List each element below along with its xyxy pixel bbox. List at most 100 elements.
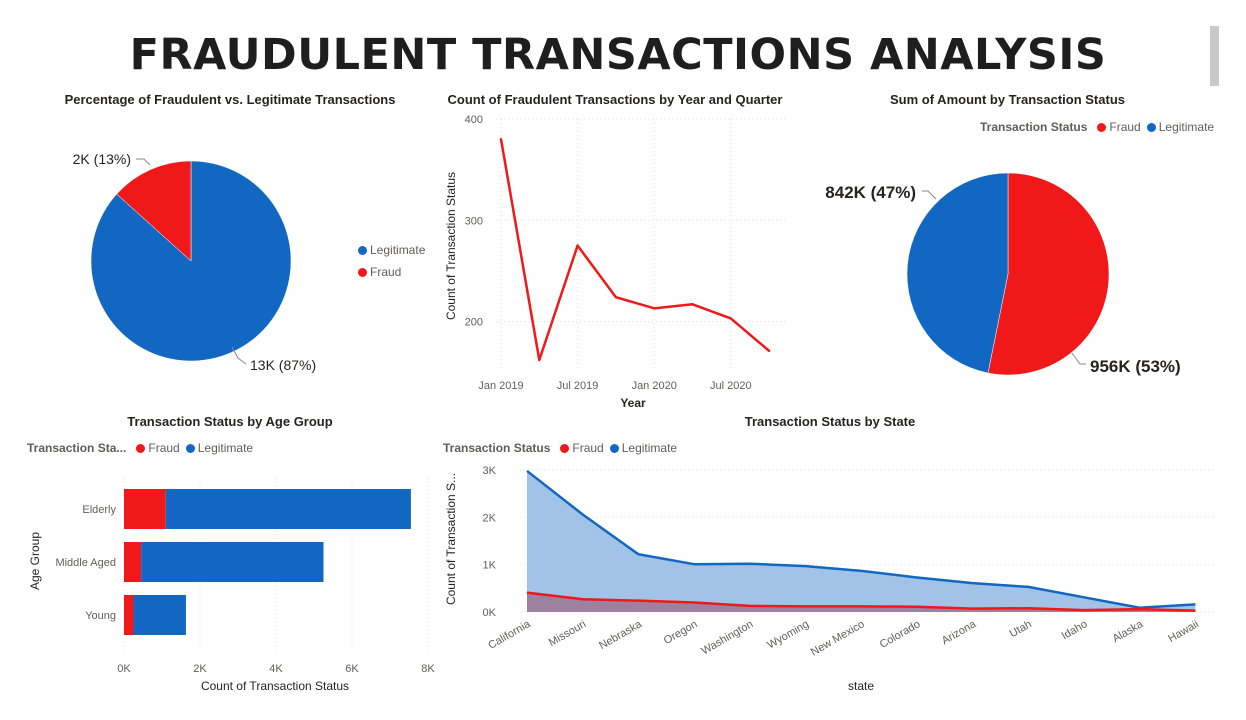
y-tick-label: 400	[465, 114, 483, 126]
bar-legitimate-middle-aged	[141, 542, 324, 582]
bar-fraud-middle-aged	[124, 542, 142, 582]
area-state-panel[interactable]: Transaction Status by State Transaction …	[440, 414, 1230, 714]
x-tick-label: Jul 2020	[710, 380, 752, 392]
legend-dot-legitimate	[185, 443, 195, 453]
legend-dot-legitimate	[609, 443, 619, 453]
pie-amount-legend[interactable]: Transaction Status Fraud Legitimate	[980, 120, 1214, 134]
pie-data-label-fraud: 956K (53%)	[1090, 357, 1181, 376]
pie-data-label-legitimate: 842K (47%)	[825, 183, 916, 202]
y-tick-label: 0K	[483, 607, 497, 619]
legend-label: Legitimate	[1158, 120, 1215, 134]
series-line-fraud	[526, 591, 1196, 612]
y-tick-label: Elderly	[82, 504, 116, 516]
y-tick-label: Middle Aged	[55, 557, 116, 569]
series-line-legitimate	[526, 469, 1196, 609]
x-tick-label: Colorado	[878, 618, 923, 651]
pie-fraud-percentage-title: Percentage of Fraudulent vs. Legitimate …	[64, 92, 396, 107]
legend-dot-fraud	[1097, 122, 1107, 132]
x-tick-label: Nebraska	[597, 618, 645, 652]
area-state-title: Transaction Status by State	[744, 414, 916, 429]
x-tick-label: Alaska	[1111, 618, 1146, 645]
legend-dot-fraud	[358, 267, 367, 277]
y-tick-label: 1K	[483, 560, 497, 572]
legend-label: Fraud	[1109, 120, 1141, 134]
x-axis-title: state	[848, 679, 874, 693]
pie-leader-line-legitimate	[231, 346, 247, 365]
legend-item-legitimate[interactable]: Legitimate	[184, 441, 253, 455]
legend-label: Fraud	[370, 265, 402, 279]
legend-dot-fraud	[560, 443, 570, 453]
pie-leader-line-legitimate	[922, 190, 937, 200]
y-axis-title: Age Group	[28, 532, 42, 590]
scrollbar[interactable]	[1210, 26, 1219, 86]
bar-legitimate-elderly	[165, 489, 411, 529]
pie-slice-legitimate	[906, 172, 1009, 374]
pie-amount-title: Sum of Amount by Transaction Status	[890, 92, 1125, 107]
legend-label: Legitimate	[621, 441, 678, 455]
x-tick-label: Missouri	[547, 618, 588, 649]
bar-age-group-title: Transaction Status by Age Group	[127, 414, 333, 429]
pie-slice-fraud	[987, 172, 1110, 376]
x-tick-label: California	[486, 618, 533, 652]
line-year-quarter-panel[interactable]: Count of Fraudulent Transactions by Year…	[440, 92, 790, 412]
legend-item-fraud[interactable]: Fraud	[1095, 120, 1141, 134]
legend-label: Legitimate	[197, 441, 254, 455]
x-tick-label: Jan 2020	[632, 380, 677, 392]
bar-age-group-legend[interactable]: Transaction Sta... Fraud Legitimate	[27, 441, 253, 455]
pie-leader-line-fraud	[1071, 352, 1086, 365]
pie-fraud-percentage-legend[interactable]: Legitimate Fraud	[356, 243, 425, 279]
x-tick-label: Hawaii	[1166, 618, 1201, 645]
y-tick-label: 3K	[483, 465, 497, 477]
x-tick-label: 0K	[117, 663, 131, 675]
x-tick-label: 8K	[421, 663, 435, 675]
bar-age-group-panel[interactable]: Transaction Status by Age Group Transact…	[0, 414, 440, 714]
y-tick-label: 300	[465, 215, 483, 227]
bar-age-group-chart: 0K 2K 4K 6K 8K Elderly Middle Aged Young Count o…	[28, 478, 435, 693]
area-fill-fraud	[527, 592, 1196, 612]
pie-amount-chart: 956K (53%) 842K (47%)	[825, 172, 1181, 376]
legend-item-fraud[interactable]: Fraud	[558, 441, 604, 455]
pie-data-label-fraud: 2K (13%)	[73, 151, 131, 167]
y-tick-label: 2K	[483, 512, 497, 524]
x-tick-label: Utah	[1008, 618, 1034, 640]
y-tick-label: Young	[85, 610, 116, 622]
x-tick-label: 2K	[193, 663, 207, 675]
pie-fraud-percentage-panel[interactable]: Percentage of Fraudulent vs. Legitimate …	[0, 92, 460, 392]
x-tick-label: 6K	[345, 663, 359, 675]
legend-item-legitimate[interactable]: Legitimate	[356, 243, 425, 257]
bar-fraud-elderly	[124, 489, 166, 529]
data-point	[691, 303, 694, 306]
x-tick-label: 4K	[269, 663, 283, 675]
legend-dot-fraud	[136, 443, 146, 453]
series-line-fraud	[499, 139, 770, 362]
legend-item-legitimate[interactable]: Legitimate	[1145, 120, 1214, 134]
legend-dot-legitimate	[358, 245, 367, 255]
pie-leader-line-fraud	[136, 158, 151, 166]
x-tick-label: New Mexico	[809, 618, 867, 658]
pie-data-label-legitimate: 13K (87%)	[250, 357, 316, 373]
legend-title: Transaction Sta...	[27, 441, 127, 455]
line-year-quarter-chart: 400 300 200 Jan 2019 Jul 2019 Jan 2020 Jul 202…	[444, 114, 785, 410]
x-tick-label: Jan 2019	[478, 380, 523, 392]
legend-item-fraud[interactable]: Fraud	[134, 441, 180, 455]
bar-legitimate-young	[133, 595, 186, 635]
data-point	[653, 307, 656, 310]
legend-item-legitimate[interactable]: Legitimate	[608, 441, 677, 455]
x-tick-label: Idaho	[1060, 618, 1090, 642]
y-axis-title: Count of Transaction Status	[444, 172, 458, 320]
x-tick-label: Wyoming	[765, 618, 811, 651]
pie-amount-panel[interactable]: Sum of Amount by Transaction Status Tran…	[800, 92, 1220, 392]
x-tick-label: Jul 2019	[557, 380, 599, 392]
x-axis-title: Count of Transaction Status	[201, 679, 349, 693]
x-tick-label: Oregon	[662, 618, 700, 647]
bar-fraud-young	[124, 595, 134, 635]
data-point	[614, 296, 618, 299]
x-tick-label: Washington	[699, 618, 755, 657]
legend-item-fraud[interactable]: Fraud	[356, 265, 401, 279]
line-year-quarter-title: Count of Fraudulent Transactions by Year…	[447, 92, 783, 107]
data-point	[538, 358, 541, 362]
area-state-legend[interactable]: Transaction Status Fraud Legitimate	[443, 441, 677, 455]
data-point	[767, 349, 771, 353]
legend-label: Fraud	[572, 441, 604, 455]
